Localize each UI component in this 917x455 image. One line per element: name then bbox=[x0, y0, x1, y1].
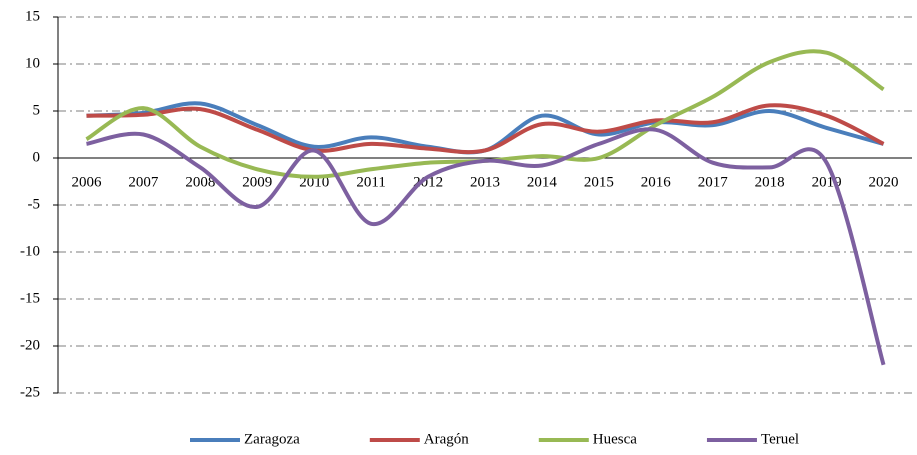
x-tick-label: 2006 bbox=[71, 174, 102, 190]
x-tick-label: 2009 bbox=[242, 174, 272, 190]
x-tick-label: 2017 bbox=[698, 174, 729, 190]
x-tick-label: 2018 bbox=[755, 174, 785, 190]
x-tick-label: 2016 bbox=[641, 174, 672, 190]
x-tick-label: 2007 bbox=[128, 174, 159, 190]
y-tick-label: 10 bbox=[25, 55, 40, 71]
y-tick-label: -10 bbox=[20, 243, 40, 259]
series-line bbox=[86, 127, 886, 366]
x-tick-label: 2015 bbox=[584, 174, 614, 190]
y-tick-label: 5 bbox=[33, 102, 41, 118]
x-tick-label: 2020 bbox=[869, 174, 899, 190]
x-tick-label: 2013 bbox=[470, 174, 500, 190]
y-tick-label: -5 bbox=[28, 196, 41, 212]
series-line bbox=[86, 103, 885, 155]
x-tick-label: 2008 bbox=[185, 174, 215, 190]
legend-label: Huesca bbox=[593, 431, 637, 447]
y-tick-label: -20 bbox=[20, 337, 40, 353]
legend-label: Aragón bbox=[424, 431, 469, 447]
x-tick-label: 2011 bbox=[356, 174, 385, 190]
legend-label: Zaragoza bbox=[244, 431, 300, 447]
y-tick-label: -25 bbox=[20, 384, 40, 400]
y-tick-label: 0 bbox=[33, 149, 41, 165]
x-tick-label: 2012 bbox=[413, 174, 443, 190]
y-tick-label: -15 bbox=[20, 290, 40, 306]
x-tick-label: 2014 bbox=[527, 174, 558, 190]
legend-label: Teruel bbox=[761, 431, 799, 447]
y-tick-label: 15 bbox=[25, 8, 40, 24]
